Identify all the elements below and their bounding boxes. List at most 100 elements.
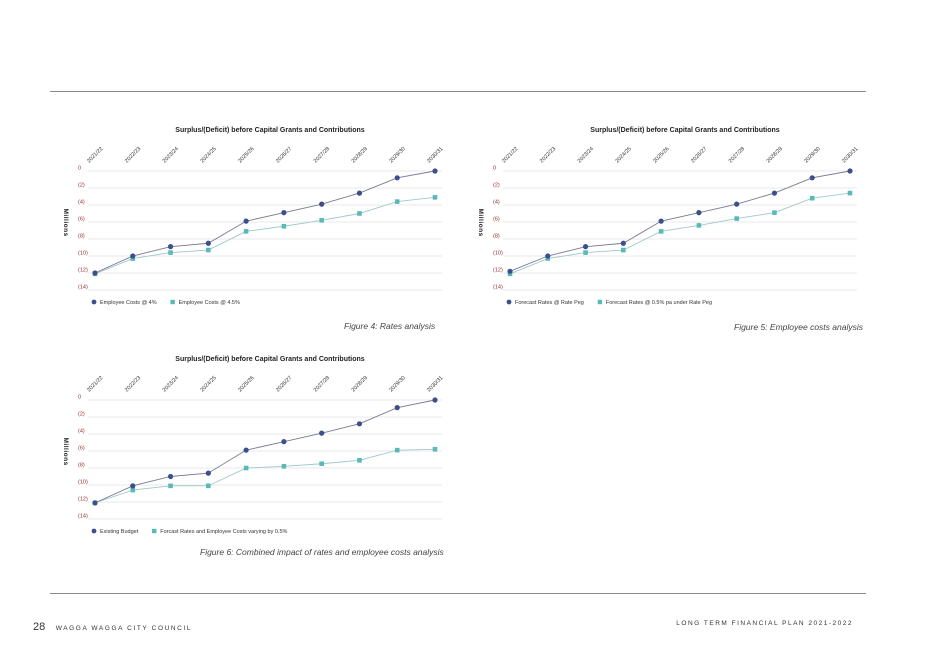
y-tick-label: (8) xyxy=(78,234,85,240)
x-tick-label: 2030/31 xyxy=(426,146,444,164)
data-point xyxy=(809,175,815,181)
chart-title: Surplus/(Deficit) before Capital Grants … xyxy=(175,127,365,134)
x-tick-label: 2029/30 xyxy=(388,375,406,393)
data-point xyxy=(243,229,249,234)
data-point xyxy=(620,240,626,246)
data-point xyxy=(432,397,438,403)
x-tick-label: 2023/24 xyxy=(162,375,180,393)
data-point xyxy=(167,244,174,250)
y-tick-label: 0 xyxy=(78,166,81,172)
data-point xyxy=(281,210,287,216)
data-point xyxy=(394,447,400,453)
data-point xyxy=(281,223,287,229)
x-tick-label: 2024/25 xyxy=(200,146,218,164)
data-point xyxy=(168,483,173,489)
data-point xyxy=(847,168,853,174)
legend-marker xyxy=(170,299,175,305)
x-tick-label: 2023/24 xyxy=(162,146,180,164)
chart-rates-analysis: Surplus/(Deficit) before Capital Grants … xyxy=(52,118,452,328)
data-point xyxy=(696,223,702,228)
data-point xyxy=(281,464,287,469)
y-tick-label: (14) xyxy=(493,285,503,291)
y-tick-label: (8) xyxy=(78,463,85,469)
data-point xyxy=(394,175,400,181)
page-number: 28 xyxy=(33,621,46,633)
data-point xyxy=(432,195,438,200)
legend-marker xyxy=(91,528,97,534)
data-point xyxy=(658,218,664,224)
y-tick-label: (4) xyxy=(78,429,85,435)
chart-title: Surplus/(Deficit) before Capital Grants … xyxy=(590,127,780,134)
data-point xyxy=(167,473,174,480)
x-tick-label: 2025/26 xyxy=(237,375,255,393)
y-tick-label: (6) xyxy=(78,446,85,452)
x-tick-label: 2028/29 xyxy=(351,375,369,393)
legend-marker xyxy=(91,299,97,305)
data-point xyxy=(847,190,853,196)
y-tick-label: (12) xyxy=(78,268,88,274)
data-point xyxy=(394,199,400,204)
y-tick-label: (4) xyxy=(78,200,85,206)
data-point xyxy=(582,244,589,250)
data-point xyxy=(319,201,325,207)
data-point xyxy=(356,190,363,196)
x-tick-label: 2023/24 xyxy=(577,146,595,164)
series-line xyxy=(509,192,851,275)
x-tick-label: 2024/25 xyxy=(615,146,633,164)
x-tick-label: 2021/22 xyxy=(501,146,519,164)
x-tick-label: 2026/27 xyxy=(275,375,293,393)
top-divider xyxy=(50,91,866,92)
x-tick-label: 2030/31 xyxy=(426,375,444,393)
x-tick-label: 2022/23 xyxy=(539,146,557,164)
data-point xyxy=(621,247,626,253)
data-point xyxy=(319,461,324,467)
data-point xyxy=(205,470,211,476)
data-point xyxy=(92,500,98,506)
data-point xyxy=(206,483,211,489)
data-point xyxy=(356,421,363,427)
x-tick-label: 2022/23 xyxy=(124,146,142,164)
data-point xyxy=(168,250,173,255)
series-line xyxy=(94,399,436,504)
data-point xyxy=(809,195,815,201)
y-axis-label: Millions xyxy=(477,209,484,237)
x-tick-label: 2021/22 xyxy=(86,375,104,393)
data-point xyxy=(583,250,588,255)
legend-marker xyxy=(506,299,512,305)
x-tick-label: 2029/30 xyxy=(388,146,406,164)
y-tick-label: (14) xyxy=(78,514,88,520)
y-tick-label: (10) xyxy=(78,251,88,257)
data-point xyxy=(281,439,287,445)
x-tick-label: 2030/31 xyxy=(841,146,859,164)
y-axis-label: Millions xyxy=(62,438,69,466)
x-tick-label: 2027/28 xyxy=(728,146,746,164)
figure-4-caption: Figure 4: Rates analysis xyxy=(344,321,436,331)
x-tick-label: 2028/29 xyxy=(351,146,369,164)
x-tick-label: 2027/28 xyxy=(313,146,331,164)
legend-marker xyxy=(597,299,603,305)
x-tick-label: 2025/26 xyxy=(237,146,255,164)
figure-5-caption: Figure 5: Employee costs analysis xyxy=(734,322,863,332)
data-point xyxy=(734,216,739,221)
y-tick-label: (6) xyxy=(78,217,85,223)
series-line xyxy=(94,448,436,504)
data-point xyxy=(357,458,362,463)
y-tick-label: (10) xyxy=(493,251,503,257)
y-tick-label: (8) xyxy=(493,234,500,240)
data-point xyxy=(507,268,513,274)
data-point xyxy=(205,240,211,246)
data-point xyxy=(319,430,325,436)
legend-label: Forecast Rates @ 0.5% pa under Rate Peg xyxy=(606,300,712,306)
data-point xyxy=(696,210,702,216)
y-tick-label: (12) xyxy=(78,497,88,503)
y-tick-label: (4) xyxy=(493,200,500,206)
data-point xyxy=(394,405,400,411)
data-point xyxy=(206,247,211,253)
x-tick-label: 2026/27 xyxy=(690,146,708,164)
legend-label: Forecast Rates @ Rate Peg xyxy=(515,300,584,306)
legend-label: Forcast Rates and Employee Costs varying… xyxy=(160,529,287,535)
y-axis-label: Millions xyxy=(62,209,69,237)
x-tick-label: 2027/28 xyxy=(313,375,331,393)
data-point xyxy=(357,211,362,216)
data-point xyxy=(319,218,324,223)
